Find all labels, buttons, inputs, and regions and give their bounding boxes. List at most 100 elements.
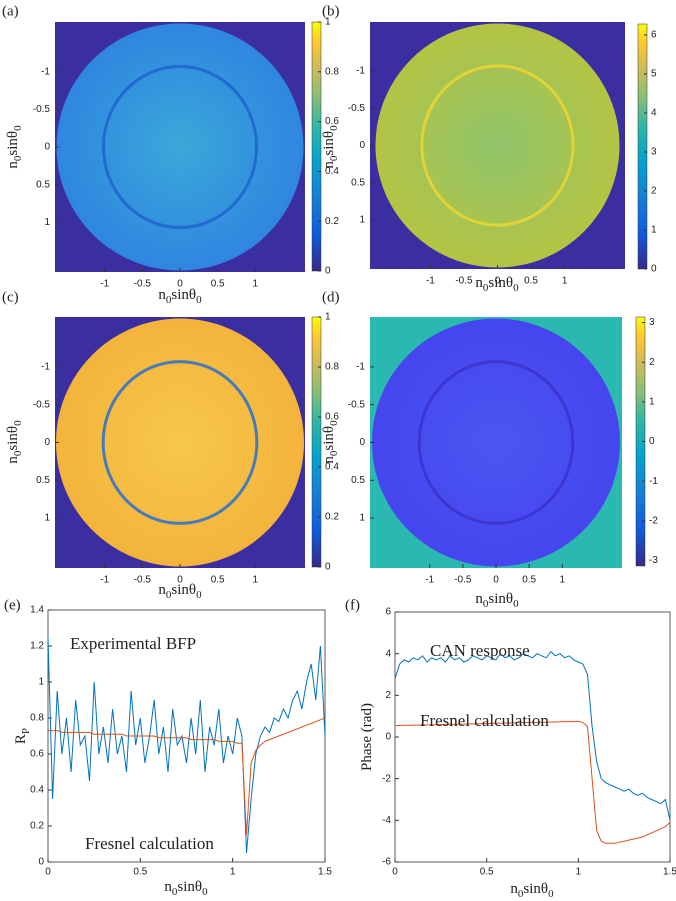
label-subscript: 0: [172, 886, 178, 898]
x-tick-label: 1: [230, 867, 236, 878]
colorbar-tick-label: 0.4: [325, 166, 339, 177]
label-text: n: [158, 287, 166, 303]
panel-label: (d): [322, 289, 340, 305]
y-tick-label: -0.5: [348, 399, 366, 410]
x-tick-label: 0: [493, 575, 499, 586]
label-text: n: [5, 161, 21, 169]
label-text: sinθ: [177, 879, 202, 895]
colorbar-tick-label: 0.2: [325, 512, 339, 523]
colorbar-tick-label: 0.8: [325, 362, 339, 373]
panel-label: (c): [2, 289, 19, 305]
plot-area: [394, 611, 671, 863]
label-text: sinθ: [171, 287, 196, 303]
colorbar-tick-label: 1: [325, 17, 331, 28]
x-tick-label: -0.5: [455, 276, 473, 287]
x-tick-label: 1.5: [663, 867, 676, 878]
colorbar-tick-label: -2: [649, 515, 658, 526]
label-text: n: [164, 879, 172, 895]
label-text: n: [475, 275, 483, 291]
y-tick-label: -2: [382, 773, 391, 784]
heatmap-ring: [101, 360, 259, 525]
heatmap-disc: [56, 23, 304, 271]
x-tick-label: 0: [177, 575, 183, 586]
label-subscript: 0: [483, 282, 489, 294]
x-tick-label: 1: [576, 867, 582, 878]
x-tick-label: 0: [177, 279, 183, 290]
label-text: sinθ: [171, 582, 196, 598]
label-text: n: [158, 582, 166, 598]
label-subscript: 0: [513, 282, 519, 294]
y-tick-label: 0.2: [30, 821, 44, 832]
y-axis-label: n0sinθ0: [321, 125, 339, 169]
y-tick-label: -0.5: [33, 399, 51, 410]
y-tick-label: 0.4: [30, 785, 44, 796]
y-tick-label: -1: [356, 66, 365, 77]
y-tick-label: -0.5: [348, 103, 366, 114]
label-subscript: 0: [328, 125, 340, 131]
y-axis-label: n0sinθ0: [321, 420, 339, 464]
y-tick-label: 1: [44, 513, 50, 524]
heatmap-ring: [101, 64, 259, 230]
y-tick-label: 0.5: [36, 179, 50, 190]
colorbar: [311, 316, 322, 568]
colorbar-tick-label: 0.8: [325, 66, 339, 77]
label-text: Phase (rad): [359, 703, 375, 771]
annotation: Experimental BFP: [70, 634, 196, 653]
label-text: n: [510, 881, 518, 897]
y-tick-label: -1: [356, 362, 365, 373]
heatmap-disc: [56, 318, 304, 567]
label-subscript: 0: [202, 886, 208, 898]
colorbar-tick-label: 1: [325, 312, 331, 323]
y-tick-label: 0: [38, 857, 44, 868]
label-text: sinθ: [488, 591, 513, 607]
colorbar-tick-label: 0.2: [325, 216, 339, 227]
y-tick-label: 0.5: [351, 177, 365, 188]
y-tick-label: 1: [38, 677, 44, 688]
label-subscript: 0: [483, 598, 489, 610]
x-tick-label: 0: [392, 867, 398, 878]
colorbar-tick-label: 1: [649, 396, 655, 407]
y-tick-label: -1: [41, 66, 50, 77]
label-subscript: 0: [328, 155, 340, 161]
y-tick-label: 0: [44, 142, 50, 153]
colorbar-tick-label: 0.4: [325, 462, 339, 473]
x-tick-label: 0.5: [211, 279, 225, 290]
colorbar-tick-label: 0.6: [325, 412, 339, 423]
y-tick-label: 6: [385, 607, 391, 618]
x-tick-label: 0: [45, 867, 51, 878]
annotation: CAN response: [430, 641, 530, 660]
colorbar-tick-label: 4: [651, 108, 657, 119]
colorbar-tick-label: 2: [649, 357, 655, 368]
y-axis-label: RP: [13, 728, 31, 744]
x-tick-label: -0.5: [134, 575, 152, 586]
colorbar-tick-label: 2: [651, 186, 657, 197]
panel-label: (b): [322, 3, 340, 19]
label-text: sinθ: [321, 131, 337, 156]
y-tick-label: -1: [41, 362, 50, 373]
colorbar-tick-label: -1: [649, 476, 658, 487]
label-subscript: 0: [548, 888, 554, 900]
label-subscript: 0: [518, 888, 524, 900]
label-text: sinθ: [523, 881, 548, 897]
label-subscript: 0: [166, 589, 172, 601]
colorbar-tick-label: 6: [651, 30, 657, 41]
colorbar-tick-label: 3: [649, 317, 655, 328]
y-tick-label: 1.4: [30, 605, 44, 616]
y-tick-label: 0.5: [36, 475, 50, 486]
colorbar-tick-label: 3: [651, 147, 657, 158]
colorbar: [311, 21, 322, 272]
label-subscript: P: [20, 728, 32, 734]
heatmap-ring: [417, 360, 575, 525]
annotation: Fresnel calculation: [420, 711, 549, 730]
colorbar-tick-label: 5: [651, 69, 657, 80]
x-tick-label: 1: [253, 575, 259, 586]
x-tick-label: 0.5: [522, 575, 536, 586]
y-tick-label: -6: [382, 857, 391, 868]
y-tick-label: 1: [44, 217, 50, 228]
y-tick-label: 4: [385, 648, 391, 659]
y-tick-label: 0: [359, 140, 365, 151]
x-tick-label: 0: [495, 276, 501, 287]
y-axis-label: n0sinθ0: [5, 420, 23, 464]
heatmap-disc: [372, 318, 620, 567]
